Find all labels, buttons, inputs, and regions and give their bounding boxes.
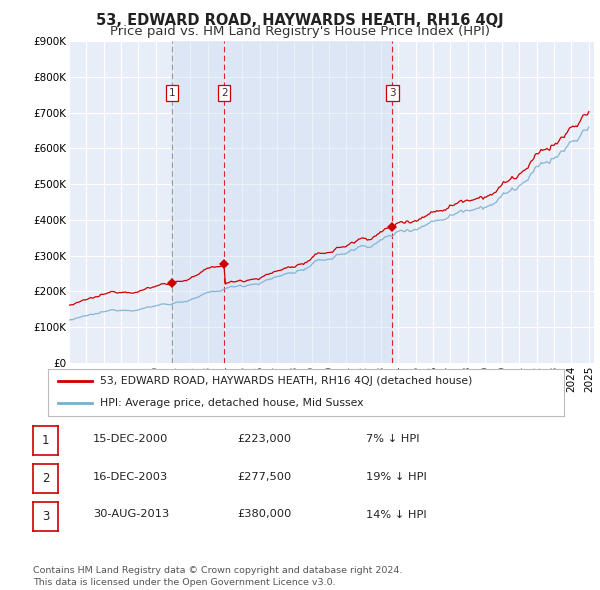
Text: 3: 3 xyxy=(42,510,49,523)
Text: £380,000: £380,000 xyxy=(237,510,292,519)
Text: £223,000: £223,000 xyxy=(237,434,291,444)
Text: 7% ↓ HPI: 7% ↓ HPI xyxy=(366,434,419,444)
Text: 1: 1 xyxy=(169,88,176,98)
Bar xyxy=(172,41,392,363)
Text: Price paid vs. HM Land Registry's House Price Index (HPI): Price paid vs. HM Land Registry's House … xyxy=(110,25,490,38)
Text: 19% ↓ HPI: 19% ↓ HPI xyxy=(366,472,427,481)
Text: £277,500: £277,500 xyxy=(237,472,291,481)
Text: 1: 1 xyxy=(42,434,49,447)
Text: 2: 2 xyxy=(221,88,227,98)
Text: 2: 2 xyxy=(42,472,49,485)
Text: 3: 3 xyxy=(389,88,395,98)
Text: 53, EDWARD ROAD, HAYWARDS HEATH, RH16 4QJ: 53, EDWARD ROAD, HAYWARDS HEATH, RH16 4Q… xyxy=(96,13,504,28)
Text: HPI: Average price, detached house, Mid Sussex: HPI: Average price, detached house, Mid … xyxy=(100,398,363,408)
Text: Contains HM Land Registry data © Crown copyright and database right 2024.
This d: Contains HM Land Registry data © Crown c… xyxy=(33,566,403,587)
Text: 53, EDWARD ROAD, HAYWARDS HEATH, RH16 4QJ (detached house): 53, EDWARD ROAD, HAYWARDS HEATH, RH16 4Q… xyxy=(100,376,472,386)
Text: 16-DEC-2003: 16-DEC-2003 xyxy=(93,472,168,481)
Text: 15-DEC-2000: 15-DEC-2000 xyxy=(93,434,169,444)
Text: 14% ↓ HPI: 14% ↓ HPI xyxy=(366,510,427,519)
Text: 30-AUG-2013: 30-AUG-2013 xyxy=(93,510,169,519)
